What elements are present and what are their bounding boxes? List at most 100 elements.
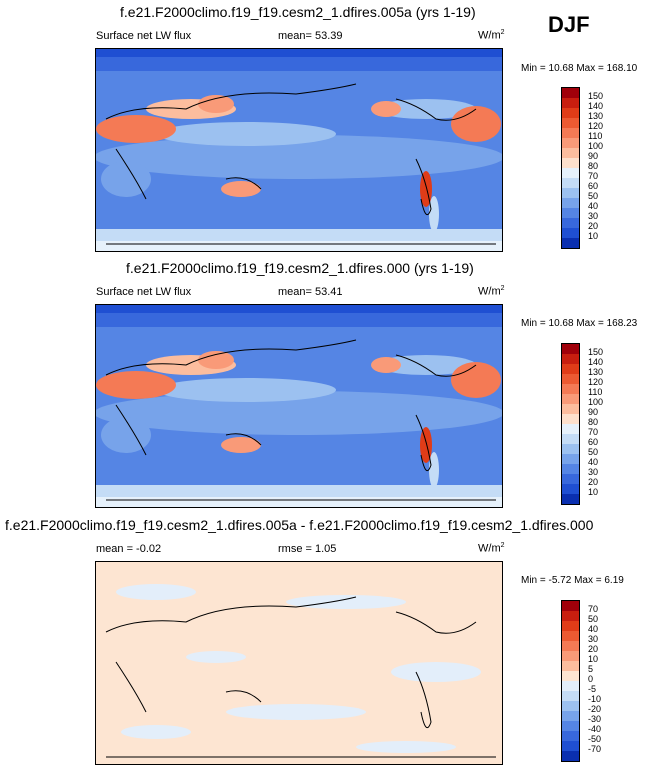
colorbar-swatch <box>562 168 579 178</box>
panel3-colorbar <box>561 600 580 762</box>
colorbar-swatch <box>562 364 579 374</box>
panel3-minmax-label: Min = -5.72 Max = 6.19 <box>521 575 624 586</box>
colorbar-swatch <box>562 238 579 248</box>
panel1-colorbar <box>561 87 580 249</box>
colorbar-swatch <box>562 681 579 691</box>
colorbar-tick-label: 30 <box>588 467 599 477</box>
colorbar-tick-label: 60 <box>588 437 599 447</box>
colorbar-tick-label: -20 <box>588 704 602 714</box>
colorbar-tick-label: 10 <box>588 654 599 664</box>
colorbar-tick-label: 40 <box>588 457 599 467</box>
colorbar-tick-label: 10 <box>588 487 599 497</box>
panel2-units-label: W/m2 <box>478 285 505 298</box>
colorbar-tick-label: 30 <box>588 211 599 221</box>
colorbar-tick-label: 110 <box>588 131 603 141</box>
colorbar-tick-label: 100 <box>588 141 604 151</box>
panel1-variable-label: Surface net LW flux <box>96 30 192 42</box>
colorbar-tick-label: 150 <box>588 91 604 101</box>
colorbar-swatch <box>562 128 579 138</box>
colorbar-swatch <box>562 158 579 168</box>
colorbar-tick-label: 60 <box>588 181 599 191</box>
colorbar-swatch <box>562 434 579 444</box>
colorbar-tick-label: 40 <box>588 624 599 634</box>
colorbar-tick-label: 30 <box>588 634 599 644</box>
colorbar-tick-label: 140 <box>588 101 604 111</box>
colorbar-swatch <box>562 601 579 611</box>
panel3-mean-label: mean = -0.02 <box>96 543 162 555</box>
colorbar-swatch <box>562 198 579 208</box>
colorbar-tick-label: 40 <box>588 201 599 211</box>
colorbar-swatch <box>562 148 579 158</box>
colorbar-swatch <box>562 424 579 434</box>
colorbar-swatch <box>562 404 579 414</box>
colorbar-swatch <box>562 611 579 621</box>
colorbar-tick-label: 120 <box>588 121 604 131</box>
colorbar-tick-label: -30 <box>588 714 602 724</box>
colorbar-swatch <box>562 178 579 188</box>
colorbar-swatch <box>562 454 579 464</box>
colorbar-tick-label: 110 <box>588 387 603 397</box>
colorbar-tick-label: 130 <box>588 111 604 121</box>
colorbar-swatch <box>562 484 579 494</box>
colorbar-swatch <box>562 98 579 108</box>
panel2-colorbar <box>561 343 580 505</box>
colorbar-swatch <box>562 108 579 118</box>
colorbar-tick-label: -40 <box>588 724 602 734</box>
colorbar-swatch <box>562 444 579 454</box>
colorbar-swatch <box>562 228 579 238</box>
panel3-units-label: W/m2 <box>478 542 505 555</box>
colorbar-swatch <box>562 138 579 148</box>
colorbar-tick-label: -5 <box>588 684 597 694</box>
colorbar-swatch <box>562 384 579 394</box>
season-label: DJF <box>548 12 590 37</box>
colorbar-swatch <box>562 374 579 384</box>
colorbar-swatch <box>562 751 579 761</box>
colorbar-tick-label: 20 <box>588 221 599 231</box>
panel2-map <box>95 304 503 508</box>
colorbar-tick-label: -50 <box>588 734 602 744</box>
colorbar-swatch <box>562 394 579 404</box>
panel3-map <box>95 561 503 765</box>
colorbar-tick-label: 20 <box>588 477 599 487</box>
colorbar-swatch <box>562 118 579 128</box>
colorbar-tick-label: 120 <box>588 377 604 387</box>
colorbar-tick-label: 5 <box>588 664 594 674</box>
colorbar-tick-label: 70 <box>588 171 599 181</box>
colorbar-tick-label: 130 <box>588 367 604 377</box>
panel1-minmax-label: Min = 10.68 Max = 168.10 <box>521 63 638 74</box>
colorbar-tick-label: 50 <box>588 191 599 201</box>
colorbar-tick-label: 150 <box>588 347 604 357</box>
colorbar-swatch <box>562 218 579 228</box>
colorbar-tick-label: 140 <box>588 357 604 367</box>
panel1-mean-label: mean= 53.39 <box>278 30 343 42</box>
panel3-title: f.e21.F2000climo.f19_f19.cesm2_1.dfires.… <box>5 517 594 533</box>
colorbar-swatch <box>562 414 579 424</box>
panel2-variable-label: Surface net LW flux <box>96 286 192 298</box>
panel2-title: f.e21.F2000climo.f19_f19.cesm2_1.dfires.… <box>126 260 474 276</box>
colorbar-tick-label: 100 <box>588 397 604 407</box>
colorbar-swatch <box>562 344 579 354</box>
colorbar-swatch <box>562 631 579 641</box>
colorbar-tick-label: 70 <box>588 604 599 614</box>
colorbar-tick-label: 50 <box>588 447 599 457</box>
colorbar-swatch <box>562 474 579 484</box>
colorbar-swatch <box>562 741 579 751</box>
colorbar-swatch <box>562 721 579 731</box>
panel1-map <box>95 48 503 252</box>
colorbar-swatch <box>562 88 579 98</box>
colorbar-tick-label: 90 <box>588 151 599 161</box>
panel1-units-label: W/m2 <box>478 29 505 42</box>
colorbar-tick-label: 80 <box>588 417 599 427</box>
colorbar-swatch <box>562 188 579 198</box>
colorbar-tick-label: -70 <box>588 744 602 754</box>
colorbar-swatch <box>562 701 579 711</box>
colorbar-tick-label: 10 <box>588 231 599 241</box>
panel3-rmse-label: rmse = 1.05 <box>278 543 337 555</box>
colorbar-tick-label: 70 <box>588 427 599 437</box>
colorbar-swatch <box>562 671 579 681</box>
colorbar-tick-label: 90 <box>588 407 599 417</box>
colorbar-swatch <box>562 691 579 701</box>
panel2-mean-label: mean= 53.41 <box>278 286 343 298</box>
colorbar-swatch <box>562 208 579 218</box>
colorbar-swatch <box>562 354 579 364</box>
